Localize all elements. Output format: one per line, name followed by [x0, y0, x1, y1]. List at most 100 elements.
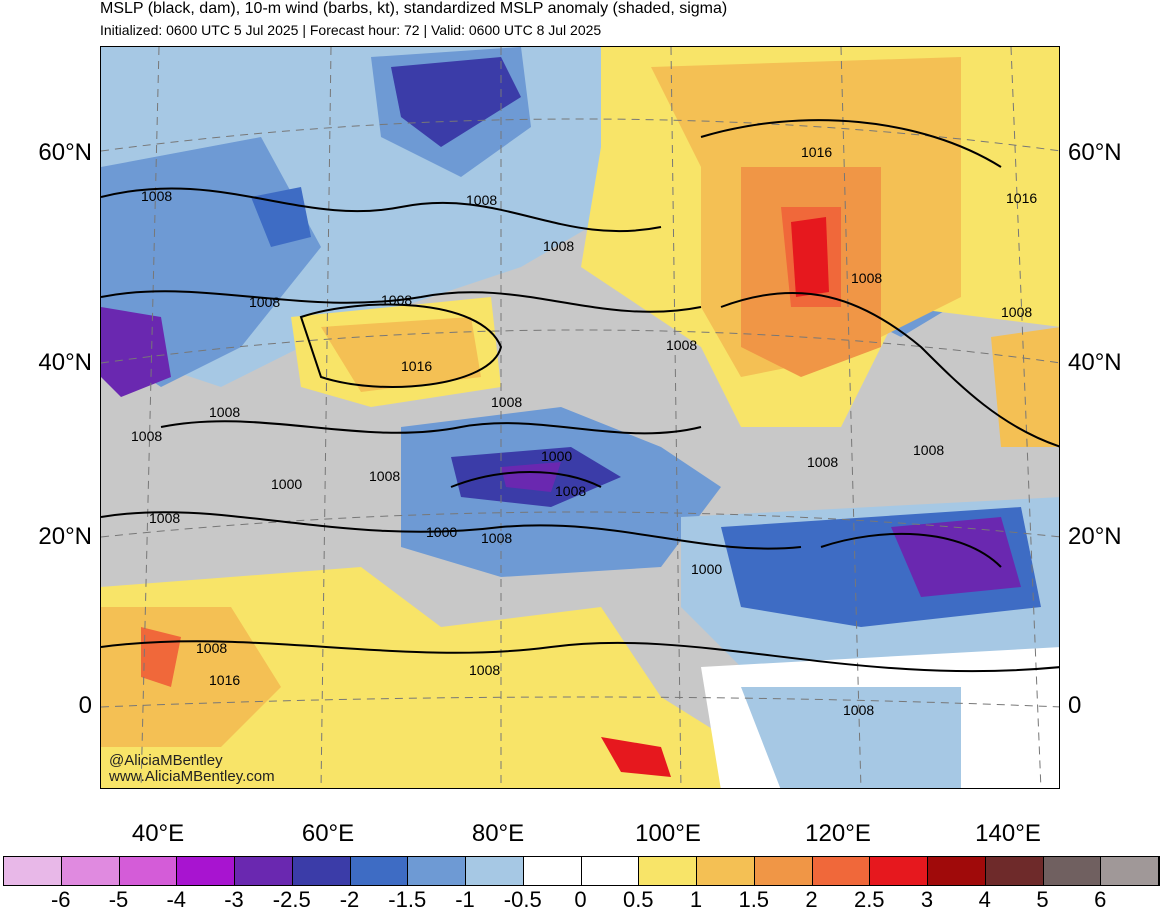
isobar-label: 1008 — [1001, 304, 1032, 320]
colorbar-swatch — [812, 857, 871, 885]
isobar-label: 1008 — [543, 238, 574, 254]
colorbar-tick-label: 4 — [978, 887, 991, 912]
anomaly-core-central-asia — [321, 317, 481, 392]
anomaly-core-west — [101, 307, 171, 397]
colorbar-swatch — [350, 857, 409, 885]
colorbar-swatch — [985, 857, 1044, 885]
colorbar-tick-label: 0 — [574, 887, 587, 912]
credit-website: www.AliciaMBentley.com — [109, 768, 275, 785]
lon-label-40e: 40°E — [131, 820, 185, 847]
colorbar-swatch — [119, 857, 178, 885]
lon-label-80e: 80°E — [471, 820, 525, 847]
lat-label-40n-left: 40°N — [38, 349, 92, 376]
colorbar-swatch — [870, 857, 928, 885]
colorbar-swatch — [523, 857, 582, 885]
isobar-label: 1008 — [851, 270, 882, 286]
isobar-label: 1008 — [209, 404, 240, 420]
colorbar-swatch — [928, 857, 986, 885]
colorbar-tick-label: -5 — [108, 887, 129, 912]
anomaly-map: 1008 1008 1008 1016 1016 1008 1008 1008 … — [101, 47, 1059, 788]
chart-subtitle: Initialized: 0600 UTC 5 Jul 2025 | Forec… — [100, 22, 602, 38]
colorbar — [3, 856, 1160, 886]
anomaly-core-urals — [251, 187, 311, 247]
isobar-label: 1008 — [469, 662, 500, 678]
isobar-label: 1008 — [131, 428, 162, 444]
lat-label-0-right: 0 — [1068, 692, 1082, 719]
colorbar-tick-label: -3 — [224, 887, 244, 912]
colorbar-tick-label: 2.5 — [853, 887, 885, 912]
isobar-label: 1008 — [466, 192, 497, 208]
isobar-label: 1016 — [209, 672, 240, 688]
isobar-label: 1008 — [491, 394, 522, 410]
colorbar-swatch — [292, 857, 351, 885]
isobar-label: 1000 — [271, 476, 302, 492]
anomaly-region-northwest-pacific — [991, 327, 1059, 447]
lat-label-40n-right: 40°N — [1068, 349, 1122, 376]
isobar-label: 1008 — [141, 188, 172, 204]
colorbar-tick-label: 5 — [1036, 887, 1049, 912]
anomaly-core-north — [391, 57, 521, 147]
isobar-label: 1008 — [913, 442, 944, 458]
colorbar-swatch — [235, 857, 293, 885]
colorbar-swatch — [639, 857, 697, 885]
map-panel: 1008 1008 1008 1016 1016 1008 1008 1008 … — [100, 46, 1060, 789]
isobar-label: 1000 — [691, 561, 722, 577]
graticule — [101, 47, 1059, 788]
colorbar-tick-label: 0.5 — [622, 887, 654, 912]
anomaly-core-pacific — [891, 517, 1021, 597]
colorbar-tick-label: 2 — [805, 887, 818, 912]
colorbar-swatch — [408, 857, 466, 885]
colorbar-swatch — [177, 857, 235, 885]
colorbar-swatch — [581, 857, 640, 885]
isobar-label-group: 1008 1008 1008 1016 1016 1008 1008 1008 … — [131, 144, 1037, 718]
isobar-label: 1008 — [196, 640, 227, 656]
colorbar-tick-label: -2 — [339, 887, 360, 912]
colorbar-tick-label: -1.5 — [388, 887, 427, 912]
isobar-label: 1008 — [666, 337, 697, 353]
isobars — [101, 119, 1059, 673]
colorbar-swatch — [754, 857, 813, 885]
credit-handle: @AliciaMBentley — [109, 752, 223, 769]
anomaly-core-sumatra — [601, 737, 671, 777]
colorbar-swatch — [1043, 857, 1102, 885]
isobar-label: 1016 — [1006, 190, 1037, 206]
chart-title: MSLP (black, dam), 10-m wind (barbs, kt)… — [100, 0, 728, 17]
lat-label-0-left: 0 — [78, 692, 92, 719]
credit-block: @AliciaMBentley www.AliciaMBentley.com — [109, 753, 275, 785]
colorbar-tick-label: 1 — [689, 887, 703, 912]
isobar-label: 1016 — [401, 358, 432, 374]
isobar-label: 1008 — [555, 483, 586, 499]
anomaly-center-plateau — [501, 462, 561, 492]
colorbar-swatch — [697, 857, 755, 885]
lon-label-140e: 140°E — [975, 820, 1041, 847]
colorbar-tick-label: -1 — [455, 887, 475, 912]
colorbar-tick-label: -4 — [166, 887, 187, 912]
colorbar-swatch — [1101, 857, 1159, 885]
isobar-label: 1008 — [369, 468, 400, 484]
colorbar-tick-label: 3 — [920, 887, 934, 912]
anomaly-max-north-china — [791, 217, 829, 297]
colorbar-tick-label: 1.5 — [738, 887, 770, 912]
isobar-label: 1008 — [807, 454, 838, 470]
colorbar-tick-label: -0.5 — [503, 887, 542, 912]
lon-label-60e: 60°E — [301, 820, 355, 847]
isobar-label: 1000 — [541, 448, 572, 464]
lat-label-20n-right: 20°N — [1068, 523, 1122, 550]
lat-label-60n-left: 60°N — [38, 139, 92, 166]
lon-label-100e: 100°E — [635, 820, 701, 847]
colorbar-tick-label: 6 — [1094, 887, 1107, 912]
anomaly-region-indian-ocean — [101, 567, 818, 788]
colorbar-tick-label: -6 — [50, 887, 71, 912]
colorbar-swatch — [61, 857, 120, 885]
isobar-label: 1016 — [801, 144, 832, 160]
lat-label-60n-right: 60°N — [1068, 139, 1122, 166]
isobar-label: 1008 — [249, 294, 280, 310]
lon-label-120e: 120°E — [805, 820, 871, 847]
isobar-label: 1000 — [426, 524, 457, 540]
colorbar-swatch — [466, 857, 524, 885]
anomaly-region-maritime — [741, 687, 961, 788]
colorbar-swatch — [4, 857, 62, 885]
isobar-label: 1008 — [381, 292, 412, 308]
colorbar-tick-label: -2.5 — [272, 887, 311, 912]
isobar-label: 1008 — [481, 530, 512, 546]
